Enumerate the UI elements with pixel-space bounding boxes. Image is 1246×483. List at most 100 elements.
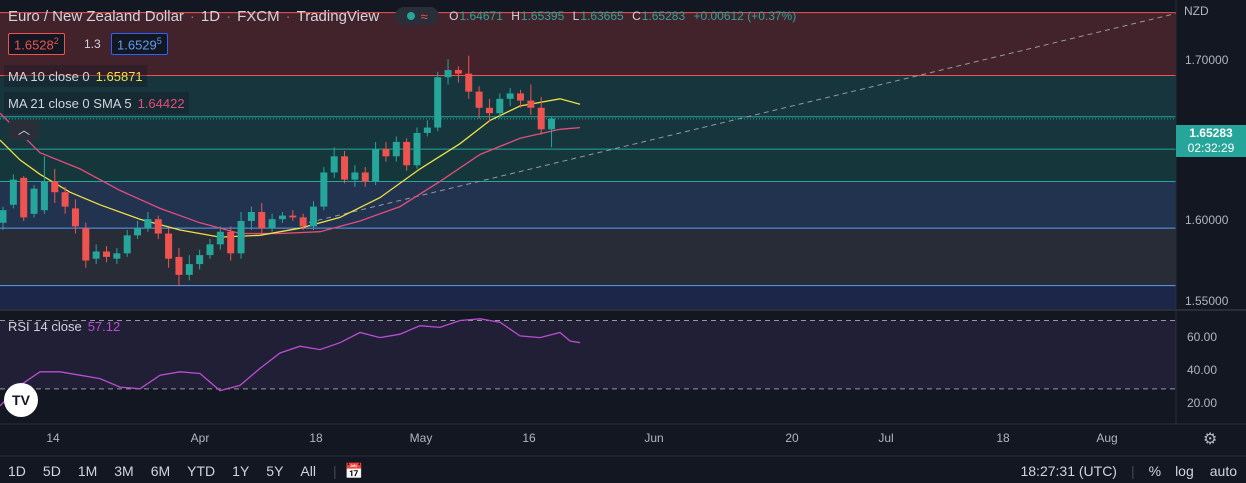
interval[interactable]: 1D [200, 7, 221, 25]
candle-body [247, 211, 255, 221]
candle-body [361, 172, 369, 182]
current-price: 1.65283 [1189, 126, 1233, 140]
candle-body [227, 231, 235, 254]
date-range-calendar-icon[interactable]: 📅 [344, 463, 364, 480]
candle-body [413, 132, 421, 166]
platform: TradingView [296, 7, 380, 25]
candle-body [258, 211, 266, 229]
candle-body [0, 210, 7, 223]
range-6m[interactable]: 6M [150, 463, 171, 479]
candle-body [351, 172, 359, 180]
buy-quote[interactable]: 1.65295 [111, 32, 168, 56]
time-label: 14 [46, 431, 60, 445]
time-label: 16 [522, 431, 536, 445]
ma21-legend[interactable]: MA 21 close 0 SMA 5 1.64422 [4, 92, 189, 114]
candle-body [268, 219, 276, 229]
ma21-line [0, 112, 581, 235]
candle-body [496, 98, 504, 114]
candle-body [154, 219, 162, 234]
bottom-toolbar: 1D 5D 1M 3M 6M YTD 1Y 5Y All | 📅 18:27:3… [8, 463, 1237, 480]
ma21-value: 1.64422 [137, 95, 185, 111]
candle-body [51, 181, 59, 193]
range-5d[interactable]: 5D [42, 463, 61, 479]
candle-body [382, 149, 390, 157]
candle-body [185, 264, 193, 275]
candle-body [465, 73, 473, 92]
spread-value: 1.3 [84, 37, 101, 51]
sell-quote[interactable]: 1.65282 [8, 32, 65, 56]
zone-band [0, 116, 1176, 150]
candle-body [475, 91, 483, 108]
candle-body [372, 149, 380, 182]
ma10-legend[interactable]: MA 10 close 0 1.65871 [4, 65, 147, 87]
broker: FXCM [237, 7, 280, 25]
candle-body [144, 219, 152, 229]
utc-clock[interactable]: 18:27:31 (UTC) [1020, 463, 1117, 479]
range-3m[interactable]: 3M [114, 463, 134, 479]
currency-label: NZD [1184, 4, 1209, 18]
ma10-value: 1.65871 [95, 68, 143, 84]
candle-body [206, 244, 214, 256]
zone-band [0, 75, 1176, 117]
time-label: 20 [785, 431, 799, 445]
symbol-name[interactable]: Euro / New Zealand Dollar [8, 7, 184, 25]
range-1m[interactable]: 1M [77, 463, 98, 479]
candle-body [216, 231, 224, 245]
range-1d[interactable]: 1D [8, 463, 26, 479]
candle-body [310, 206, 317, 227]
range-1y[interactable]: 1Y [232, 463, 250, 479]
market-status-toggle[interactable]: ≈ [395, 7, 440, 25]
rsi-label-2: 40.00 [1187, 363, 1218, 377]
range-5y[interactable]: 5Y [266, 463, 284, 479]
range-ytd[interactable]: YTD [187, 463, 216, 479]
zone-band [0, 12, 1176, 76]
candle-body [82, 228, 90, 261]
candle-body [341, 156, 349, 180]
percent-scale-toggle[interactable]: % [1148, 463, 1162, 479]
auto-scale-toggle[interactable]: auto [1209, 463, 1237, 479]
time-label: 18 [996, 431, 1010, 445]
candle-body [434, 77, 442, 128]
rsi-line [0, 318, 581, 407]
candle-body [196, 255, 204, 265]
candle-body [30, 188, 38, 214]
price-label-3: 1.55000 [1185, 294, 1229, 308]
market-open-dot-icon [406, 12, 415, 20]
rsi-label-1: 60.00 [1187, 330, 1218, 344]
rsi-legend[interactable]: RSI 14 close 57.12 [8, 318, 121, 334]
time-label: Jun [644, 431, 664, 445]
candle-body [517, 93, 524, 101]
collapse-legend-button[interactable]: ︿ [9, 120, 39, 140]
candle-body [92, 251, 100, 259]
candle-body [454, 70, 462, 74]
candle-body [423, 127, 431, 133]
tradingview-logo[interactable]: TV [4, 383, 38, 417]
time-label: May [409, 431, 433, 445]
candle-body [123, 235, 131, 254]
range-all[interactable]: All [300, 463, 316, 479]
candle-body [289, 215, 297, 218]
candle-body [71, 208, 79, 227]
wave-icon: ≈ [420, 8, 428, 24]
zone-band [0, 228, 1176, 286]
candle-body [237, 220, 245, 254]
zone-band [0, 181, 1176, 229]
candle-body [537, 107, 545, 130]
candle-body [330, 156, 338, 173]
log-scale-toggle[interactable]: log [1175, 463, 1194, 479]
candle-body [165, 233, 173, 259]
candle-body [20, 177, 28, 218]
time-label: 18 [309, 431, 323, 445]
rsi-label-3: 20.00 [1187, 396, 1218, 410]
change-value: +0.00612 (+0.37%) [693, 9, 797, 23]
candle-body [392, 141, 400, 157]
candle-body [278, 215, 286, 220]
candle-body [506, 93, 514, 99]
settings-gear-icon[interactable]: ⚙ [1203, 431, 1218, 448]
candle-body [113, 253, 121, 259]
rsi-value: 57.12 [87, 318, 121, 334]
symbol-header: Euro / New Zealand Dollar · 1D · FXCM · … [8, 6, 801, 26]
candle-body [40, 181, 48, 211]
candle-body [548, 118, 556, 130]
